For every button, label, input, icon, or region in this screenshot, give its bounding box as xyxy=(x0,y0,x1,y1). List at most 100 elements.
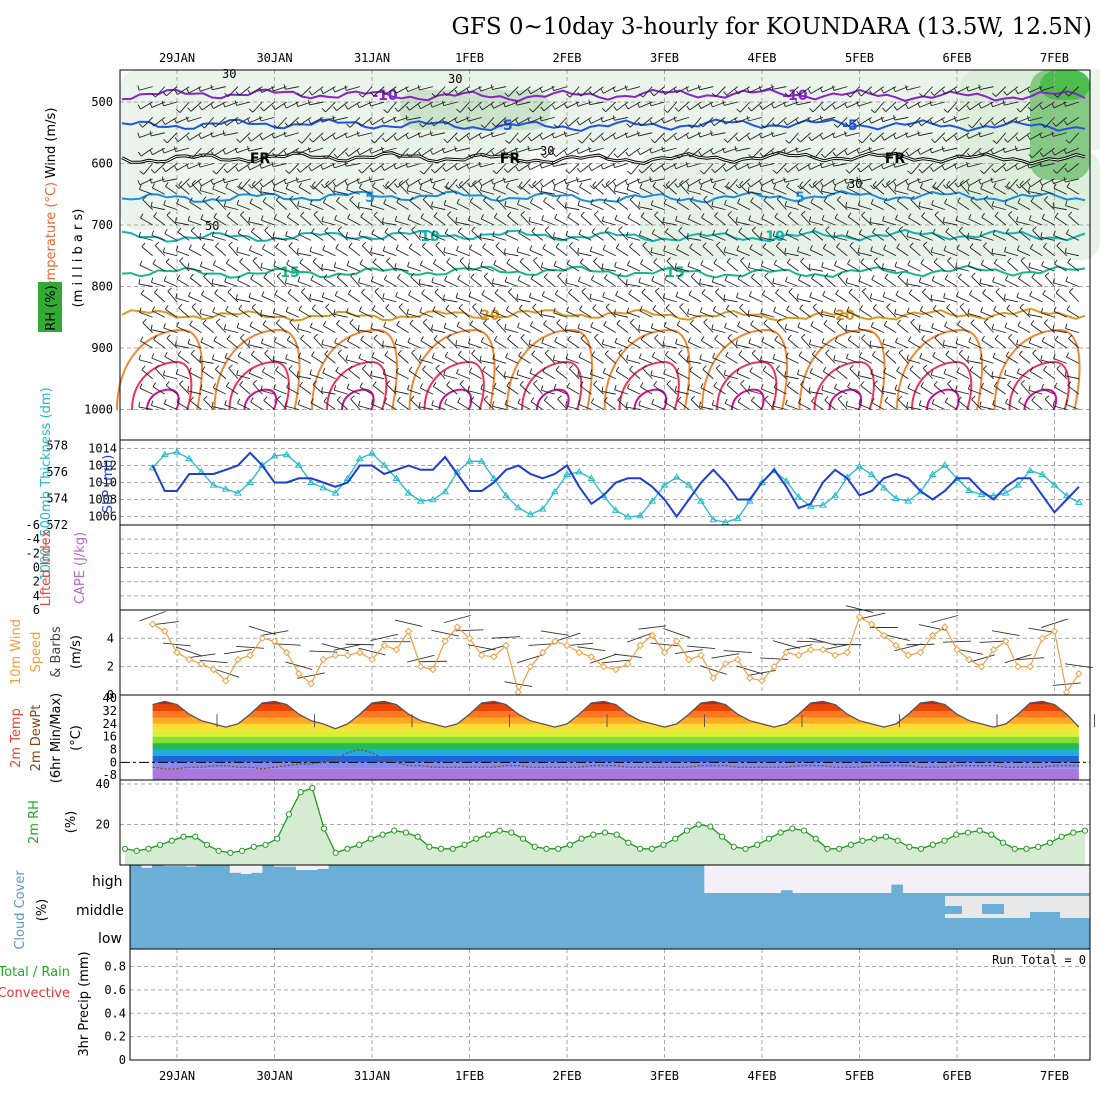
wind-barb-feather xyxy=(466,163,470,169)
wind-barb-feather xyxy=(555,365,560,371)
wind-barb-feather xyxy=(883,320,888,326)
wind-barb xyxy=(994,163,1007,173)
wind-barb xyxy=(1006,185,1019,195)
wind-barb-feather xyxy=(228,364,233,369)
wind-barb-feather xyxy=(419,123,424,128)
wind-barb xyxy=(528,147,543,152)
wind-barb-feather xyxy=(395,291,398,297)
wind-barb xyxy=(798,355,811,364)
wind-barb xyxy=(970,147,982,158)
wind-barb-feather xyxy=(478,133,482,139)
wind-barb xyxy=(991,375,1006,380)
cloud-high-bar xyxy=(251,872,263,893)
cloud-high-bar xyxy=(505,865,517,893)
wind-barb xyxy=(519,132,531,143)
wind-barb-feather xyxy=(1041,383,1044,389)
wind-barb xyxy=(469,132,482,141)
wind-barb xyxy=(359,187,373,195)
wind-barb xyxy=(920,187,933,195)
wind-barb xyxy=(371,403,385,410)
wind-barb xyxy=(605,101,617,113)
wind-barb xyxy=(676,132,690,141)
wind-barb xyxy=(309,373,324,380)
ylabel-slp: SLP (mb) xyxy=(101,455,116,514)
wind10-marker xyxy=(612,665,620,674)
wind-barb-feather xyxy=(1015,183,1020,189)
wind-barb-feather xyxy=(970,319,975,324)
wind-barb-feather xyxy=(138,279,141,285)
wind-barb-feather xyxy=(491,122,496,128)
wind-barb-feather xyxy=(967,308,970,314)
wind-barb xyxy=(823,200,836,210)
wind-barb xyxy=(140,147,153,157)
date-labels-bottom: 29JAN 30JAN 31JAN 1FEB 2FEB 3FEB 4FEB 5FEB 6FEB 7… xyxy=(159,1069,1069,1083)
wind-barb-feather xyxy=(176,397,181,403)
wind-barb xyxy=(260,116,275,122)
wind-barb-feather xyxy=(285,183,289,189)
thickness-marker xyxy=(575,467,584,475)
wind-barb xyxy=(249,372,263,380)
wind-barb xyxy=(1041,388,1055,395)
wind-barb-feather xyxy=(821,153,826,158)
wind-barb-feather xyxy=(1068,211,1073,216)
wind-barb xyxy=(614,219,629,226)
wind-barb-feather xyxy=(943,184,948,189)
wind-barb xyxy=(785,404,799,410)
wind-barb xyxy=(541,266,555,272)
wind-barb-feather xyxy=(627,336,631,342)
wind-barb-feather xyxy=(480,261,484,267)
wind-barb xyxy=(444,280,458,287)
wind-barb-feather xyxy=(1007,380,1012,386)
wind-barb-feather xyxy=(406,105,410,111)
wind-barb-feather xyxy=(858,139,863,144)
wind-barb-feather xyxy=(563,178,567,184)
wind-barb xyxy=(1031,147,1043,159)
wind-barb-feather xyxy=(626,184,630,190)
wind-barb xyxy=(407,190,421,195)
isotherm-line xyxy=(121,228,1086,243)
wind-barb-feather xyxy=(808,183,813,189)
wind-barb xyxy=(821,190,836,195)
wind-barb xyxy=(1054,147,1067,156)
wind-barb-feather xyxy=(138,354,141,360)
wind-barb-feather xyxy=(736,245,740,251)
wind-barb-feather xyxy=(151,93,156,98)
wind-barb-feather xyxy=(163,200,166,206)
wind-barb xyxy=(543,276,556,287)
wind-barb xyxy=(273,189,287,195)
wind-barb-feather xyxy=(518,351,522,357)
thickness-marker xyxy=(624,513,632,520)
wind-barb xyxy=(553,236,568,241)
wind-barb-feather xyxy=(650,91,655,97)
wind-barb xyxy=(738,231,751,241)
wind-barb xyxy=(347,340,361,349)
wind-barb-feather xyxy=(1039,85,1042,91)
wind-barb-feather xyxy=(447,211,452,216)
wind-barb-feather xyxy=(577,92,582,97)
wind-barb xyxy=(370,327,385,334)
wind-barb-feather xyxy=(333,309,336,315)
wind-barb xyxy=(287,292,300,303)
wind-barb-feather xyxy=(665,303,670,309)
wind-barb xyxy=(910,163,921,175)
wind-barb xyxy=(249,202,263,211)
wind-barb-feather xyxy=(919,183,924,188)
wind-barb-feather xyxy=(617,272,622,278)
wind-barb-feather xyxy=(190,226,195,232)
wind-barb xyxy=(1028,116,1043,122)
wind-barb-feather xyxy=(1031,396,1036,401)
wind-barb-feather xyxy=(336,396,341,401)
wind-barb-feather xyxy=(994,334,999,340)
wind-barb xyxy=(970,323,982,333)
wind-barb xyxy=(871,279,885,287)
wind-barb-feather xyxy=(176,274,181,280)
wind-barb-feather xyxy=(955,291,959,297)
wind-barb-feather xyxy=(629,318,635,324)
wind10-barb xyxy=(248,625,276,635)
wind-barb xyxy=(566,187,580,195)
wind-barb xyxy=(750,101,763,112)
cloud-level-middle: middle xyxy=(76,903,124,919)
wind10-barb xyxy=(772,640,800,649)
wind-barb-feather xyxy=(154,288,159,293)
wind-barb-feather xyxy=(944,274,949,280)
